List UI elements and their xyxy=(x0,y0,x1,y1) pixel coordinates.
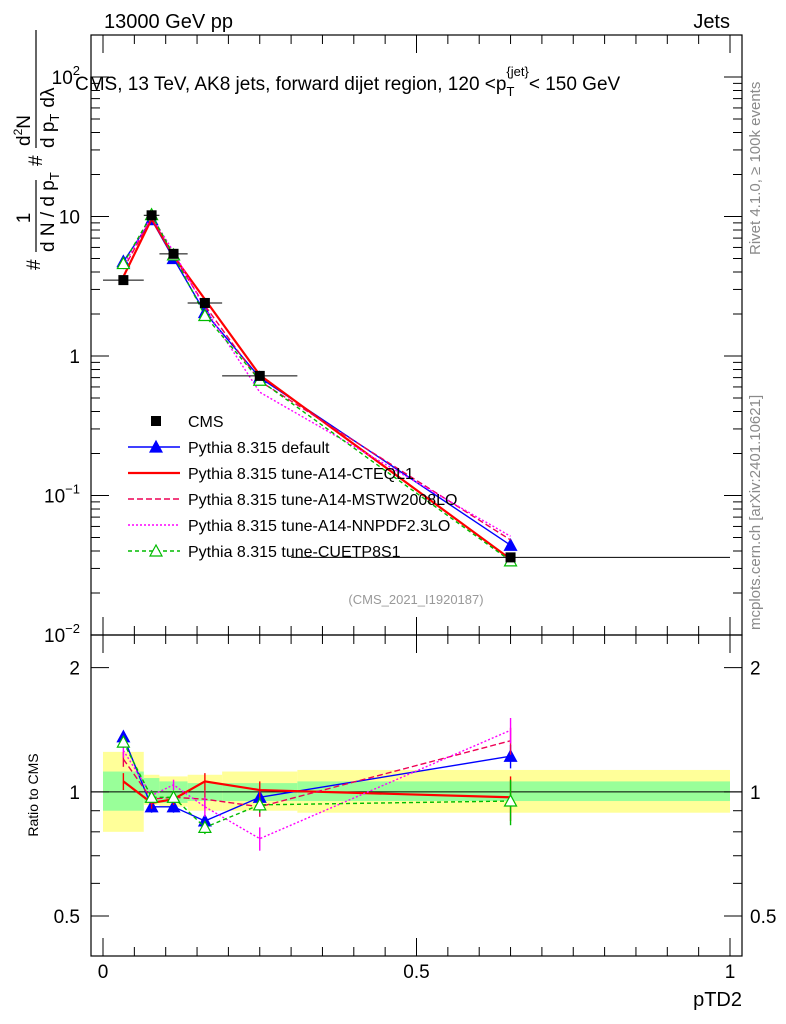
cms-data-point xyxy=(254,370,265,381)
series-marker xyxy=(503,537,518,551)
ratio-series-pythia-8-315-tune-cuetp8s1 xyxy=(116,734,518,835)
legend-marker xyxy=(148,439,164,453)
watermark: (CMS_2021_I1920187) xyxy=(348,592,483,607)
ratio-y-tick-label-right: 2 xyxy=(750,659,761,680)
rivet-label: Rivet 4.1.0, ≥ 100k events xyxy=(747,82,764,255)
x-axis-label: pTD2 xyxy=(693,989,742,1011)
cms-data-points xyxy=(103,210,730,563)
svg-text:d N / d pT: d N / d pT xyxy=(38,172,62,252)
ratio-marker xyxy=(503,748,518,762)
main-title: CMS, 13 TeV, AK8 jets, forward dijet reg… xyxy=(75,64,621,99)
mcplots-label: mcplots.cern.ch [arXiv:2401.10621] xyxy=(747,395,764,630)
ratio-tick-labels: 0.5 0.5 1 1 2 2 0 0.5 1 xyxy=(54,659,777,983)
header-left: 13000 GeV pp xyxy=(104,11,233,33)
ratio-line xyxy=(122,741,511,829)
main-y-tick-label: 10−1 xyxy=(44,481,80,507)
x-tick-label: 0.5 xyxy=(403,962,429,983)
main-y-tick-label: 102 xyxy=(52,63,80,89)
main-y-label: # 1 d N / d pT # d2N d pTdλ xyxy=(11,30,62,270)
main-y-tick-label: 10 xyxy=(59,207,80,228)
ratio-marker xyxy=(197,820,212,833)
ratio-y-tick-label-right: 0.5 xyxy=(750,907,776,928)
ratio-frame xyxy=(90,634,743,957)
x-tick-label: 1 xyxy=(725,962,736,983)
series-line xyxy=(122,216,511,541)
x-tick-label: 0 xyxy=(98,962,109,983)
ratio-y-label: Ratio to CMS xyxy=(25,753,41,836)
ratio-marker xyxy=(166,790,181,803)
legend-label: Pythia 8.315 default xyxy=(188,440,330,457)
ratio-marker xyxy=(116,734,131,748)
svg-text:#: # xyxy=(24,259,45,270)
legend-marker-cms xyxy=(151,416,161,426)
svg-text:d2N: d2N xyxy=(11,115,35,146)
cms-data-point xyxy=(168,248,179,259)
legend-label: Pythia 8.315 tune-A14-MSTW2008LO xyxy=(188,492,457,509)
cms-data-point xyxy=(146,210,157,221)
legend-label: Pythia 8.315 tune-CUETP8S1 xyxy=(188,544,401,561)
series-line xyxy=(122,213,511,562)
svg-text:#: # xyxy=(26,155,47,166)
series-marker xyxy=(197,308,212,322)
ratio-y-tick-label: 1 xyxy=(69,783,80,804)
series-marker xyxy=(116,256,131,270)
legend-label: Pythia 8.315 tune-A14-NNPDF2.3LO xyxy=(188,518,450,535)
cms-data-point xyxy=(505,552,516,563)
series-line xyxy=(122,216,512,560)
main-y-tick-label: 1 xyxy=(69,347,80,368)
series-pythia-8-315-tune-a14-mstw2008lo xyxy=(122,216,511,541)
legend-marker xyxy=(148,543,164,557)
legend-label-cms: CMS xyxy=(188,414,224,431)
svg-text:1: 1 xyxy=(14,213,35,224)
ratio-marker xyxy=(144,790,159,803)
series-pythia-8-315-tune-a14-nnpdf2-3lo xyxy=(122,215,511,537)
ratio-marker xyxy=(503,793,518,807)
ratio-y-tick-label: 2 xyxy=(69,659,80,680)
main-y-tick-label: 10−2 xyxy=(44,621,80,647)
ratio-series xyxy=(116,718,518,851)
header-right: Jets xyxy=(693,11,730,33)
cms-data-point xyxy=(118,275,129,286)
legend-label: Pythia 8.315 tune-A14-CTEQL1 xyxy=(188,466,414,483)
cms-data-point xyxy=(199,297,210,308)
ratio-y-tick-label: 0.5 xyxy=(54,907,80,928)
ratio-marker xyxy=(166,799,181,813)
main-y-tick-labels: 10−2 10−1 1 10 102 xyxy=(44,63,80,647)
ratio-marker xyxy=(252,797,267,811)
svg-text:d pTdλ: d pTdλ xyxy=(38,87,62,148)
ratio-y-tick-label-right: 1 xyxy=(750,783,761,804)
ratio-uncertainty-bands xyxy=(103,751,730,832)
ratio-panel: 0.5 0.5 1 1 2 2 0 0.5 1 Ratio to CMS pTD2 xyxy=(25,634,777,1011)
main-series xyxy=(116,207,518,567)
main-panel: 10−2 10−1 1 10 102 CMS, 13 TeV, AK8 jets, fo… xyxy=(11,30,743,647)
series-line xyxy=(122,215,511,537)
ratio-line xyxy=(122,740,511,808)
series-pythia-8-315-tune-a14-cteql1 xyxy=(122,216,512,560)
legend: CMS Pythia 8.315 default Pythia 8.315 tune… xyxy=(128,414,457,561)
stat-uncertainty-band xyxy=(297,781,730,802)
